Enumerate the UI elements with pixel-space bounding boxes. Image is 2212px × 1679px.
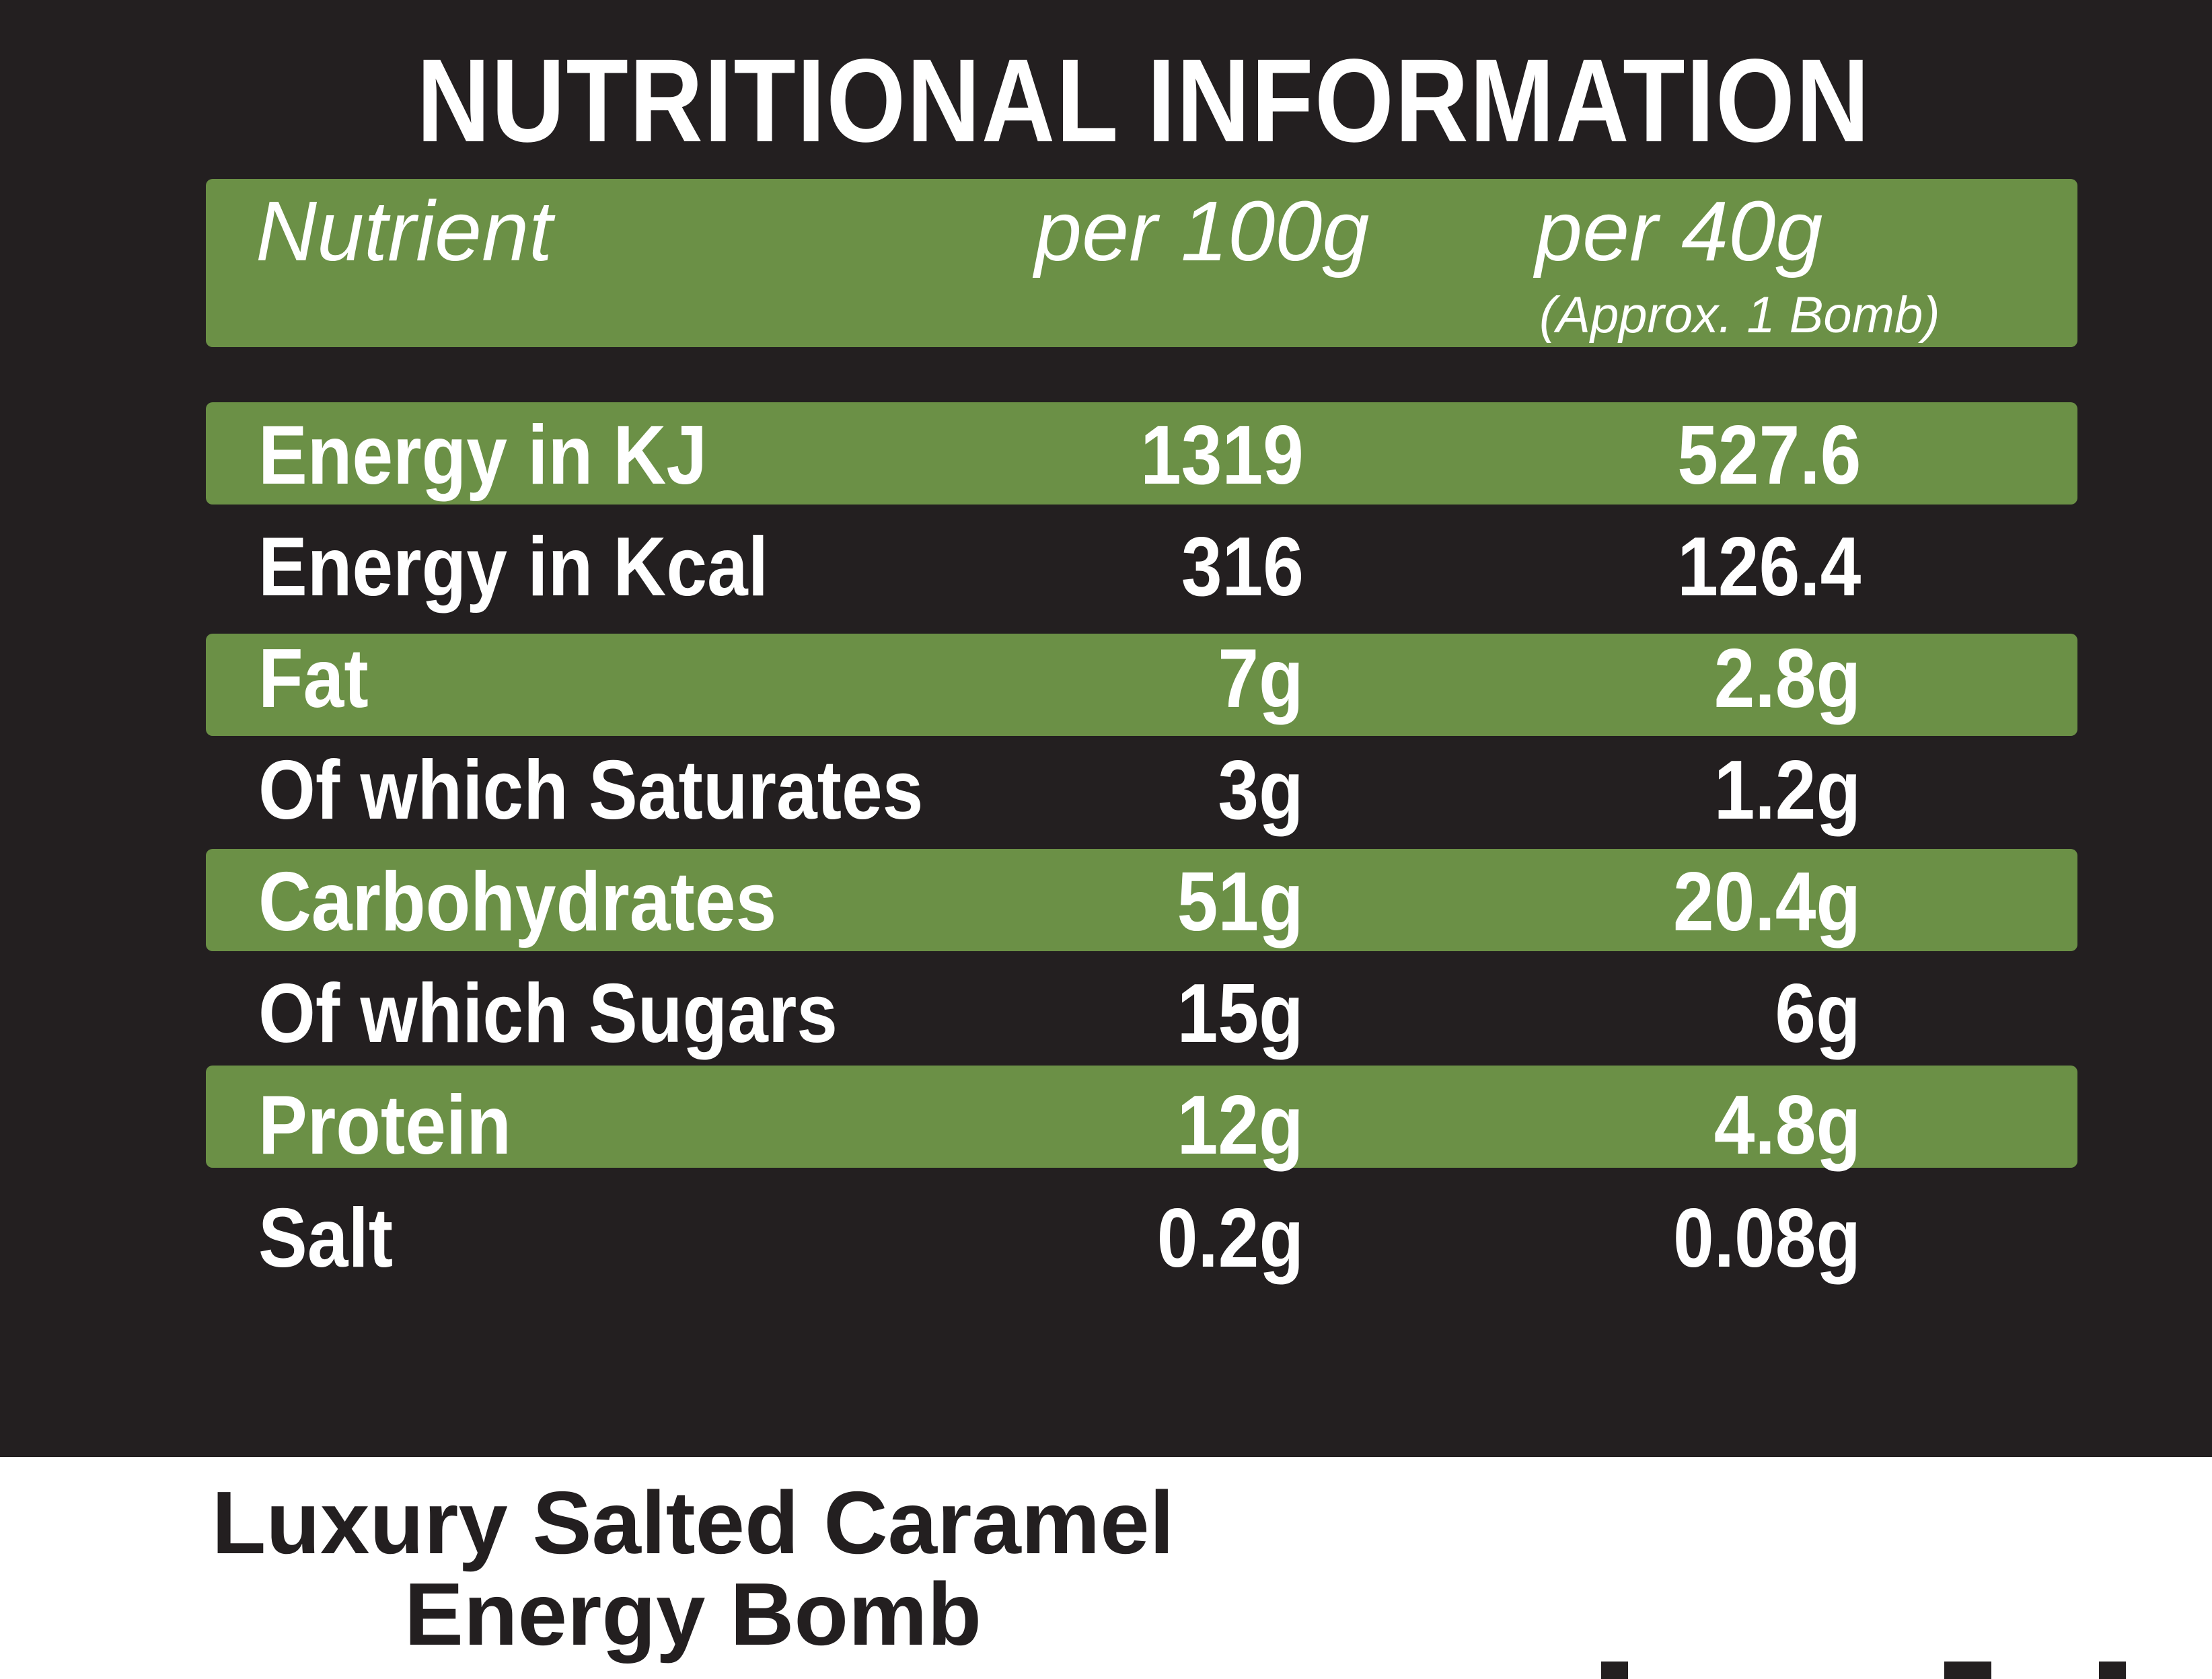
row-carbohydrates-name: Carbohydrates xyxy=(258,856,777,948)
row-fat-per-100g: 7g xyxy=(1218,632,1304,725)
row-carbohydrates-per-100g: 51g xyxy=(1177,856,1304,948)
row-energy-kcal-per-40g: 126.4 xyxy=(1676,521,1861,613)
row-saturates-name: Of which Saturates xyxy=(258,744,924,837)
cropped-text-fragment xyxy=(1601,1662,1628,1679)
row-carbohydrates-per-40g: 20.4g xyxy=(1672,856,1861,948)
header-nutrient: Nutrient xyxy=(256,184,553,278)
row-protein-name: Protein xyxy=(258,1079,511,1172)
row-sugars-per-40g: 6g xyxy=(1775,967,1861,1060)
cropped-text-fragment xyxy=(1944,1662,1991,1679)
row-salt-per-40g: 0.08g xyxy=(1672,1192,1861,1285)
row-energy-kj-per-100g: 1319 xyxy=(1140,409,1304,502)
row-band xyxy=(206,402,2077,505)
row-band xyxy=(206,1066,2077,1168)
row-band xyxy=(206,849,2077,951)
product-name-line2: Energy Bomb xyxy=(404,1565,982,1664)
header-per-100g: per 100g xyxy=(1035,184,1370,278)
row-salt-name: Salt xyxy=(258,1192,394,1285)
row-band xyxy=(206,634,2077,736)
header-per-40g: per 40g xyxy=(1535,184,1823,278)
header-per-40g-note: (Approx. 1 Bomb) xyxy=(1539,287,1940,344)
row-saturates-per-100g: 3g xyxy=(1218,744,1304,837)
row-salt-per-100g: 0.2g xyxy=(1156,1192,1304,1285)
panel-title: NUTRITIONAL INFORMATION xyxy=(416,35,1871,167)
row-fat-per-40g: 2.8g xyxy=(1713,632,1861,725)
product-name-line1: Luxury Salted Caramel xyxy=(211,1473,1175,1572)
row-energy-kj-name: Energy in KJ xyxy=(258,409,708,502)
nutrition-panel: NUTRITIONAL INFORMATION Nutrient per 100… xyxy=(0,0,2212,1457)
row-energy-kcal-name: Energy in Kcal xyxy=(258,521,769,613)
row-fat-name: Fat xyxy=(258,632,369,725)
row-sugars-per-100g: 15g xyxy=(1177,967,1304,1060)
row-saturates-per-40g: 1.2g xyxy=(1713,744,1861,837)
row-energy-kj-per-40g: 527.6 xyxy=(1676,409,1861,502)
row-protein-per-40g: 4.8g xyxy=(1713,1079,1861,1172)
row-protein-per-100g: 12g xyxy=(1177,1079,1304,1172)
row-sugars-name: Of which Sugars xyxy=(258,967,838,1060)
row-energy-kcal-per-100g: 316 xyxy=(1181,521,1304,613)
cropped-text-fragment xyxy=(2099,1662,2126,1679)
product-name: Luxury Salted Caramel Energy Bomb xyxy=(121,1477,1265,1660)
header-band xyxy=(206,179,2077,347)
